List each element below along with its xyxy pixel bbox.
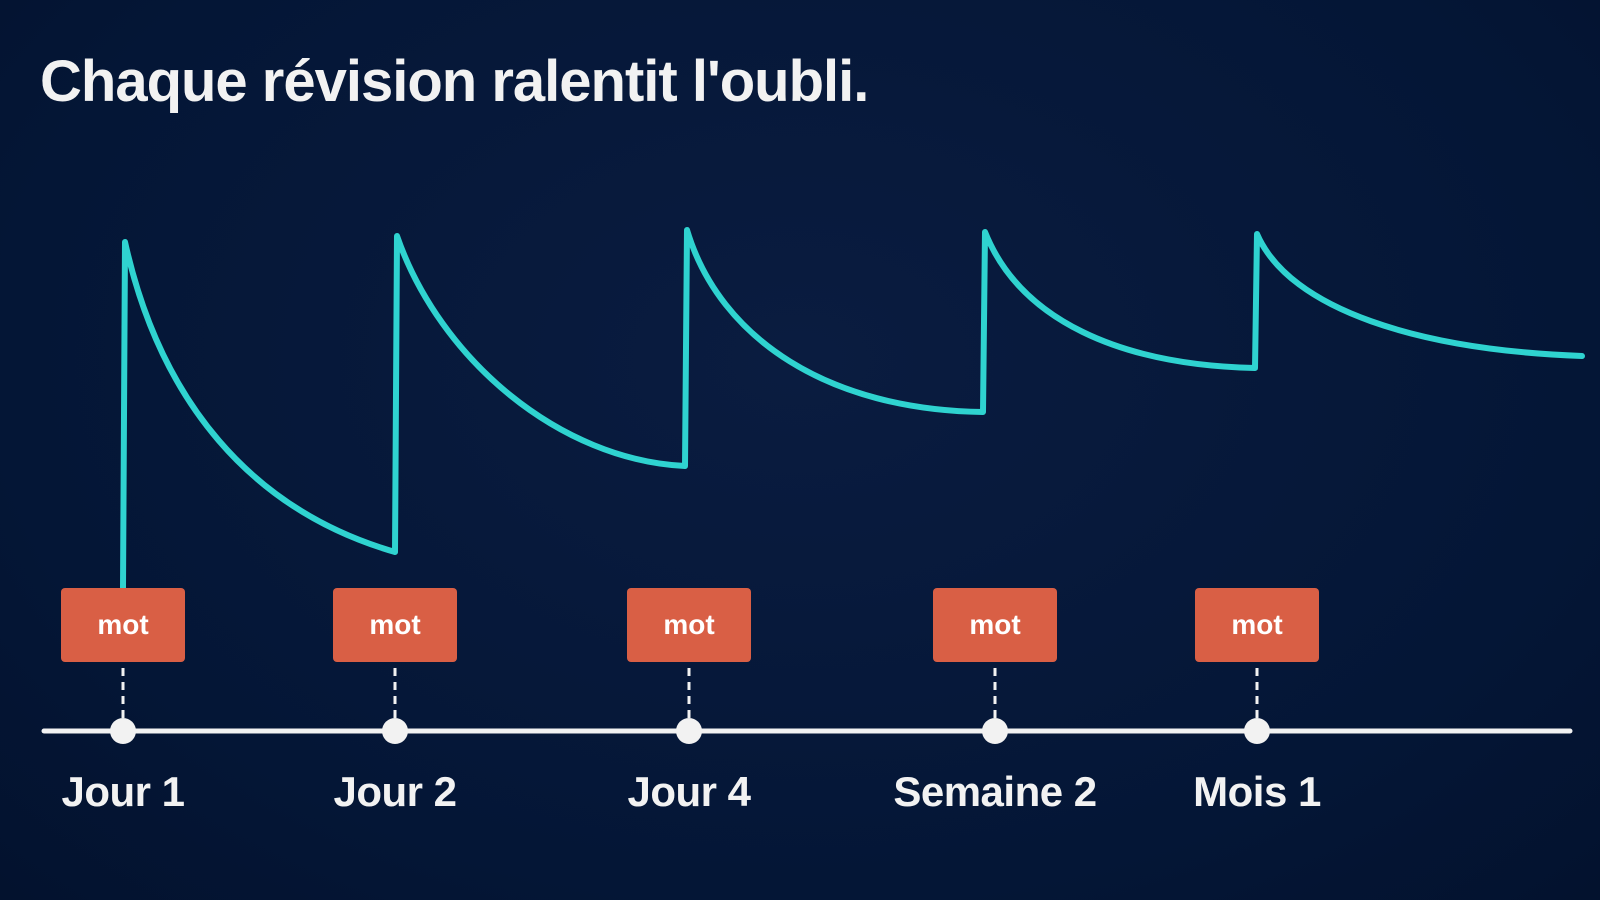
word-box-4: mot bbox=[933, 588, 1057, 662]
retention-curve bbox=[120, 227, 1585, 591]
word-box-2: mot bbox=[333, 588, 457, 662]
slide-title: Chaque révision ralentit l'oubli. bbox=[40, 49, 869, 114]
timeline-label-1: Jour 1 bbox=[61, 768, 185, 815]
timeline-label-4: Semaine 2 bbox=[893, 768, 1097, 815]
timeline-marker-3 bbox=[676, 718, 702, 744]
timeline-label-5: Mois 1 bbox=[1193, 768, 1321, 815]
timeline-marker-5 bbox=[1244, 718, 1270, 744]
timeline-marker-1 bbox=[110, 718, 136, 744]
word-box-5: mot bbox=[1195, 588, 1319, 662]
timeline-label-3: Jour 4 bbox=[627, 768, 751, 815]
word-box-3: mot bbox=[627, 588, 751, 662]
timeline-marker-2 bbox=[382, 718, 408, 744]
word-box-1: mot bbox=[61, 588, 185, 662]
timeline-label-2: Jour 2 bbox=[333, 768, 457, 815]
timeline-marker-4 bbox=[982, 718, 1008, 744]
